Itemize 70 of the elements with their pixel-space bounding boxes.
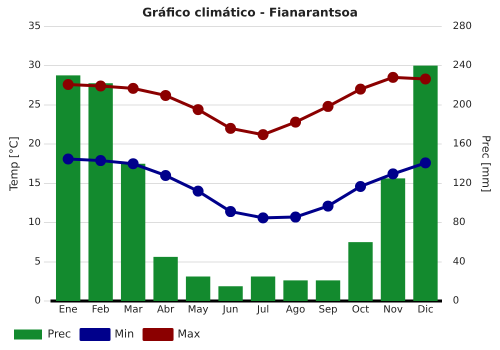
point bbox=[322, 100, 334, 112]
bar bbox=[56, 75, 80, 301]
bar bbox=[380, 178, 406, 301]
x-tick-label: Jun bbox=[222, 304, 238, 316]
x-tick-label: Dic bbox=[417, 304, 434, 316]
y-tick-label: 25 bbox=[28, 99, 41, 110]
x-tick-label: Jul bbox=[256, 304, 270, 316]
bar bbox=[186, 276, 210, 301]
y-axis-title: Temp [°C] bbox=[7, 136, 20, 192]
point bbox=[290, 116, 302, 128]
point bbox=[192, 186, 204, 197]
y2-tick-label: 120 bbox=[452, 178, 472, 189]
x-tick-label: Ene bbox=[58, 304, 78, 316]
point bbox=[420, 73, 431, 84]
point bbox=[420, 157, 431, 168]
chart-title: Gráfico climático - Fianarantsoa bbox=[142, 5, 358, 20]
point bbox=[322, 200, 334, 212]
point bbox=[387, 168, 398, 180]
x-tick-label: Abr bbox=[156, 304, 176, 316]
point bbox=[290, 212, 302, 223]
y2-tick-label: 160 bbox=[452, 138, 472, 150]
x-tick-label: Mar bbox=[124, 304, 144, 316]
x-tick-label: Nov bbox=[383, 304, 403, 316]
y2-tick-label: 80 bbox=[452, 217, 466, 228]
bar bbox=[348, 242, 373, 301]
bar bbox=[88, 83, 113, 301]
point bbox=[160, 170, 172, 181]
point bbox=[128, 82, 139, 94]
y2-tick-label: 200 bbox=[452, 99, 472, 110]
point bbox=[62, 78, 74, 90]
y-tick-label: 35 bbox=[28, 20, 41, 32]
y-tick-label: 30 bbox=[28, 60, 41, 72]
y-tick-label: 20 bbox=[28, 138, 41, 150]
bar bbox=[316, 280, 340, 301]
y-tick-label: 0 bbox=[34, 296, 41, 307]
x-tick-label: Feb bbox=[92, 304, 110, 316]
y2-tick-label: 0 bbox=[452, 296, 460, 307]
y-tick-label: 10 bbox=[28, 217, 41, 228]
y2-tick-label: 240 bbox=[452, 60, 472, 72]
legend-label: Min bbox=[114, 327, 134, 340]
point bbox=[387, 72, 398, 83]
legend-label: Prec bbox=[48, 327, 72, 340]
point bbox=[355, 180, 366, 192]
point bbox=[225, 122, 236, 134]
point bbox=[355, 84, 366, 95]
bar bbox=[413, 66, 438, 301]
y2-axis-title: Prec [mm] bbox=[480, 135, 493, 192]
x-tick-label: Oct bbox=[352, 304, 370, 316]
y-tick-label: 5 bbox=[34, 256, 41, 268]
bar bbox=[283, 280, 308, 301]
x-tick-label: Ago bbox=[286, 304, 306, 316]
x-tick-label: May bbox=[188, 304, 209, 316]
point bbox=[128, 158, 139, 170]
bar bbox=[153, 256, 178, 301]
bar bbox=[120, 164, 146, 301]
point bbox=[192, 104, 204, 116]
point bbox=[95, 155, 106, 166]
y2-tick-label: 280 bbox=[452, 20, 472, 32]
y-tick-label: 15 bbox=[28, 178, 41, 189]
y2-tick-label: 40 bbox=[452, 256, 466, 268]
legend-label: Max bbox=[178, 327, 201, 340]
bar bbox=[218, 286, 243, 301]
point bbox=[258, 212, 269, 224]
x-tick-label: Sep bbox=[318, 304, 338, 316]
point bbox=[160, 90, 172, 101]
bar bbox=[250, 276, 276, 301]
point bbox=[62, 153, 74, 164]
point bbox=[258, 129, 269, 140]
point bbox=[225, 206, 236, 218]
point bbox=[95, 80, 106, 92]
